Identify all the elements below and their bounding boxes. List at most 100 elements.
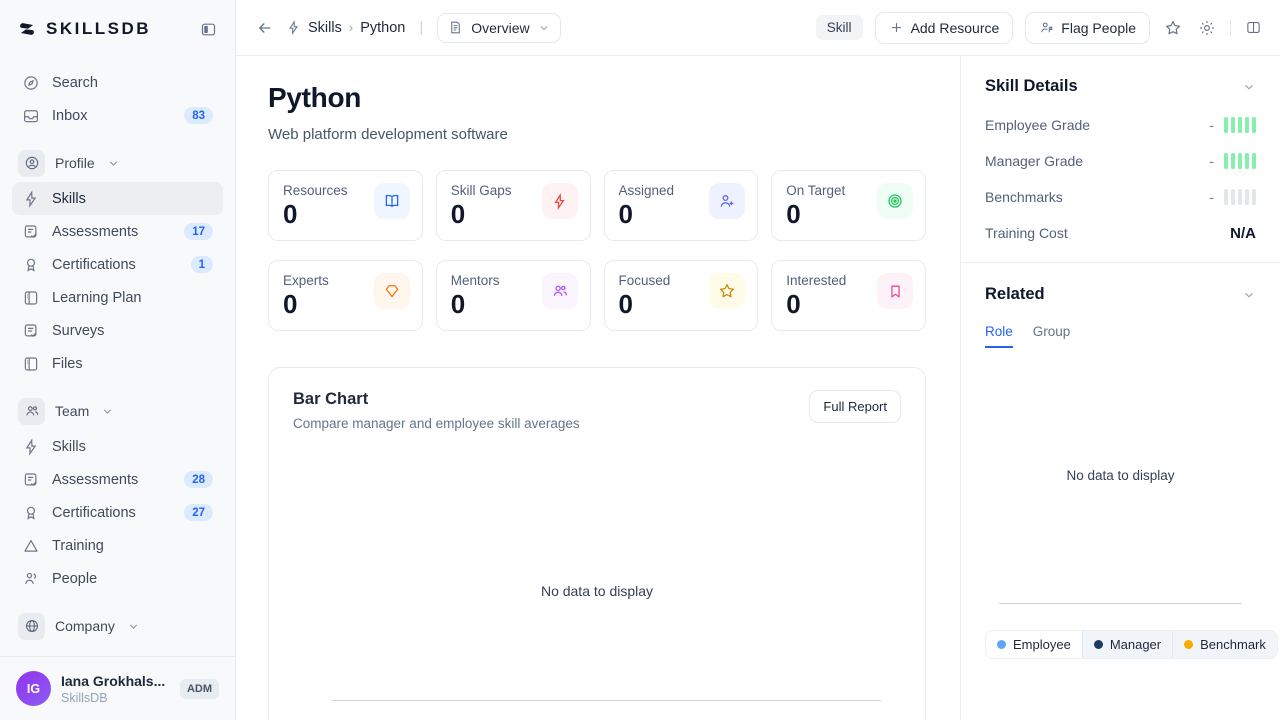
medal-icon: [22, 256, 40, 274]
stat-card-interested[interactable]: Interested 0: [771, 260, 926, 331]
sidebar-group-company[interactable]: Company: [12, 607, 223, 645]
sidebar-item-people[interactable]: People: [12, 562, 223, 595]
star-favorite-icon[interactable]: [1162, 17, 1184, 39]
detail-row-training-cost: Training Cost N/A: [985, 224, 1256, 242]
page-subtitle: Web platform development software: [268, 126, 508, 143]
zap-icon: [22, 189, 40, 208]
sidebar-item-training[interactable]: Training: [12, 529, 223, 562]
detail-row-employee-grade: Employee Grade -: [985, 107, 1256, 143]
stat-card-assigned[interactable]: Assigned 0: [603, 170, 759, 241]
skill-type-badge: Skill: [815, 15, 863, 40]
flag-people-button[interactable]: Flag People: [1025, 11, 1150, 44]
stat-card-experts[interactable]: Experts 0: [268, 260, 423, 331]
chevron-down-icon: [127, 620, 140, 633]
full-report-button[interactable]: Full Report: [809, 390, 901, 423]
back-button[interactable]: [254, 17, 276, 39]
user-org: SkillsDB: [61, 690, 108, 705]
related-section: Related Role Group No data to display Em…: [985, 285, 1278, 659]
stat-card-on-target[interactable]: On Target 0: [771, 170, 926, 241]
sidebar: SKILLSDB Search Inbox 83 Profile Skills …: [0, 0, 236, 720]
view-selector[interactable]: Overview: [437, 12, 561, 43]
zap-icon: [286, 20, 301, 35]
sidebar-collapse-icon[interactable]: [198, 19, 219, 40]
notebook-icon: [22, 289, 40, 307]
chart-legend: Employee Manager Benchmark: [985, 630, 1278, 659]
view-selector-value: Overview: [471, 19, 530, 36]
page-title: Python: [268, 82, 362, 113]
sidebar-item-skills[interactable]: Skills: [12, 182, 223, 215]
users-icon: [18, 397, 45, 425]
grade-value: -: [1209, 153, 1214, 169]
certifications-count-badge: 1: [190, 256, 213, 273]
user-plus-icon: [709, 183, 746, 219]
app-logo: SKILLSDB: [16, 18, 151, 40]
sidebar-item-label: Certifications: [52, 256, 136, 273]
legend-employee[interactable]: Employee: [986, 631, 1083, 658]
users-icon: [541, 273, 578, 309]
stats-grid: Resources 0 Skill Gaps 0 Assigned 0 On T…: [268, 170, 926, 331]
team-certifications-count-badge: 27: [184, 504, 213, 521]
sidebar-group-profile[interactable]: Profile: [12, 144, 223, 182]
sidebar-item-certifications[interactable]: Certifications 1: [12, 248, 223, 281]
sidebar-group-label: Profile: [55, 155, 95, 171]
stat-card-focused[interactable]: Focused 0: [603, 260, 759, 331]
stat-card-resources[interactable]: Resources 0: [268, 170, 423, 241]
skill-details-title: Skill Details: [985, 77, 1078, 95]
team-assessments-count-badge: 28: [184, 471, 213, 488]
sidebar-item-surveys[interactable]: Surveys: [12, 314, 223, 347]
sidebar-item-assessments[interactable]: Assessments 17: [12, 215, 223, 248]
chart-empty-message: No data to display: [540, 583, 654, 599]
columns-layout-icon[interactable]: [1243, 17, 1264, 38]
detail-row-manager-grade: Manager Grade -: [985, 143, 1256, 179]
sidebar-item-label: Learning Plan: [52, 289, 142, 306]
sidebar-group-team[interactable]: Team: [12, 392, 223, 430]
chevron-down-icon: [101, 405, 114, 418]
related-chart-axis: [999, 603, 1242, 604]
sidebar-item-label: Training: [52, 537, 104, 554]
chevron-down-icon[interactable]: [1242, 80, 1256, 94]
bookmark-icon: [877, 273, 913, 309]
grade-bars: [1224, 117, 1256, 133]
legend-manager[interactable]: Manager: [1083, 631, 1174, 658]
file-text-icon: [448, 20, 463, 35]
sidebar-nav: Search Inbox 83 Profile Skills Assessmen…: [0, 56, 235, 645]
grade-bars: [1224, 153, 1256, 169]
sidebar-item-files[interactable]: Files: [12, 347, 223, 380]
sidebar-item-label: Inbox: [52, 107, 88, 124]
sidebar-item-label: Assessments: [52, 223, 139, 240]
chevron-down-icon[interactable]: [1242, 288, 1256, 302]
sidebar-item-search[interactable]: Search: [12, 66, 223, 99]
chevron-down-icon: [107, 157, 120, 170]
sidebar-item-team-assessments[interactable]: Assessments 28: [12, 463, 223, 496]
inbox-count-badge: 83: [184, 107, 213, 124]
sidebar-item-learning-plan[interactable]: Learning Plan: [12, 281, 223, 314]
related-tabs: Role Group: [985, 324, 1256, 348]
breadcrumb: Skills › Python: [286, 20, 405, 36]
legend-benchmark[interactable]: Benchmark: [1173, 631, 1277, 658]
grade-value: -: [1209, 189, 1214, 205]
tab-group[interactable]: Group: [1032, 324, 1071, 339]
user-menu[interactable]: IG Iana Grokhals... SkillsDB ADM: [0, 656, 235, 720]
grade-value: -: [1209, 117, 1214, 133]
sidebar-item-team-skills[interactable]: Skills: [12, 430, 223, 463]
stat-card-mentors[interactable]: Mentors 0: [435, 260, 591, 331]
divider: |: [419, 19, 424, 36]
breadcrumb-root[interactable]: Skills: [308, 19, 342, 36]
gear-icon[interactable]: [1196, 17, 1218, 39]
sidebar-item-team-certifications[interactable]: Certifications 27: [12, 496, 223, 529]
divider: [961, 262, 1280, 263]
bar-chart-card: Bar Chart Compare manager and employee s…: [268, 367, 926, 720]
stat-card-skill-gaps[interactable]: Skill Gaps 0: [435, 170, 591, 241]
sidebar-item-label: Certifications: [52, 504, 136, 521]
sidebar-item-label: People: [52, 570, 98, 587]
add-resource-button[interactable]: Add Resource: [874, 11, 1014, 44]
triangle-icon: [22, 537, 40, 555]
user-name: Iana Grokhals...: [61, 672, 166, 689]
gem-icon: [373, 273, 410, 309]
sidebar-item-inbox[interactable]: Inbox 83: [12, 99, 223, 132]
divider: [1230, 19, 1231, 36]
app-logo-text: SKILLSDB: [46, 19, 152, 38]
sidebar-item-label: Search: [52, 74, 98, 91]
medal-icon: [22, 504, 40, 522]
tab-role[interactable]: Role: [985, 324, 1013, 348]
